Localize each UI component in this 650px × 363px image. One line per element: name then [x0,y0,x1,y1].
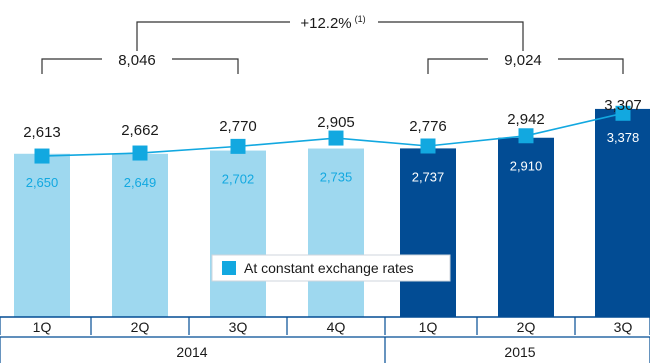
tick-label-4: 4Q [327,319,346,335]
tick-label-2: 2Q [131,319,150,335]
line-value-label-4: 2,905 [317,114,355,131]
bar-2 [112,153,168,317]
bar-value-label-2: 2,649 [124,175,157,190]
bar-value-label-7: 3,378 [607,130,640,145]
bar-4 [308,148,364,317]
tick-label-3: 3Q [229,319,248,335]
line-marker-6 [518,128,534,144]
bar-value-label-6: 2,910 [510,159,543,174]
year-label-2014: 2014 [176,344,207,360]
tick-label-1: 1Q [33,319,52,335]
tick-label-7: 3Q [614,319,633,335]
line-value-label-7: 3,307 [604,97,642,114]
line-marker-1 [34,148,50,164]
x-axis: 1Q 2Q 3Q 4Q 1Q 2Q 3Q 2014 2015 [0,316,650,363]
legend: At constant exchange rates [211,254,451,282]
line-marker-5 [420,138,436,154]
bar-value-label-3: 2,702 [222,172,255,187]
bar-6 [498,137,554,317]
line-value-label-5: 2,776 [409,118,447,135]
tick-label-5: 1Q [419,319,438,335]
bar-1 [14,153,70,317]
inner-labels: 2,650 2,649 2,702 2,735 2,737 2,910 3,378 [26,130,640,190]
line-marker-7 [615,105,631,121]
bar-value-label-5: 2,737 [412,169,445,184]
line-marker-2 [132,145,148,161]
top-labels: 2,613 2,662 2,770 2,905 2,776 2,942 3,307 [23,97,642,141]
growth-footnote: (1) [355,14,366,24]
bars [14,108,650,318]
line-layer [34,105,631,164]
line-value-label-2: 2,662 [121,122,159,139]
bar-3 [210,150,266,317]
tick-label-6: 2Q [517,319,536,335]
growth-label: +12.2% (1) [300,14,365,32]
year-label-2015: 2015 [504,344,535,360]
line-value-label-6: 2,942 [507,111,545,128]
legend-box [211,254,451,282]
bar-7 [595,108,650,318]
brackets: 8,046 9,024 +12.2% (1) [41,14,624,74]
bracket-growth [136,21,524,51]
line-value-label-1: 2,613 [23,124,61,141]
legend-label: At constant exchange rates [244,260,414,276]
bracket-2014 [41,58,239,74]
bar-5 [400,148,456,317]
bracket-2014-total: 8,046 [118,52,156,69]
line-marker-4 [328,130,344,146]
bar-value-label-1: 2,650 [26,175,59,190]
line-value-label-3: 2,770 [219,118,257,135]
bracket-2015 [427,58,624,74]
line-marker-3 [230,138,246,154]
legend-marker [222,261,236,275]
bar-value-label-4: 2,735 [320,170,353,185]
bracket-2015-total: 9,024 [504,52,542,69]
